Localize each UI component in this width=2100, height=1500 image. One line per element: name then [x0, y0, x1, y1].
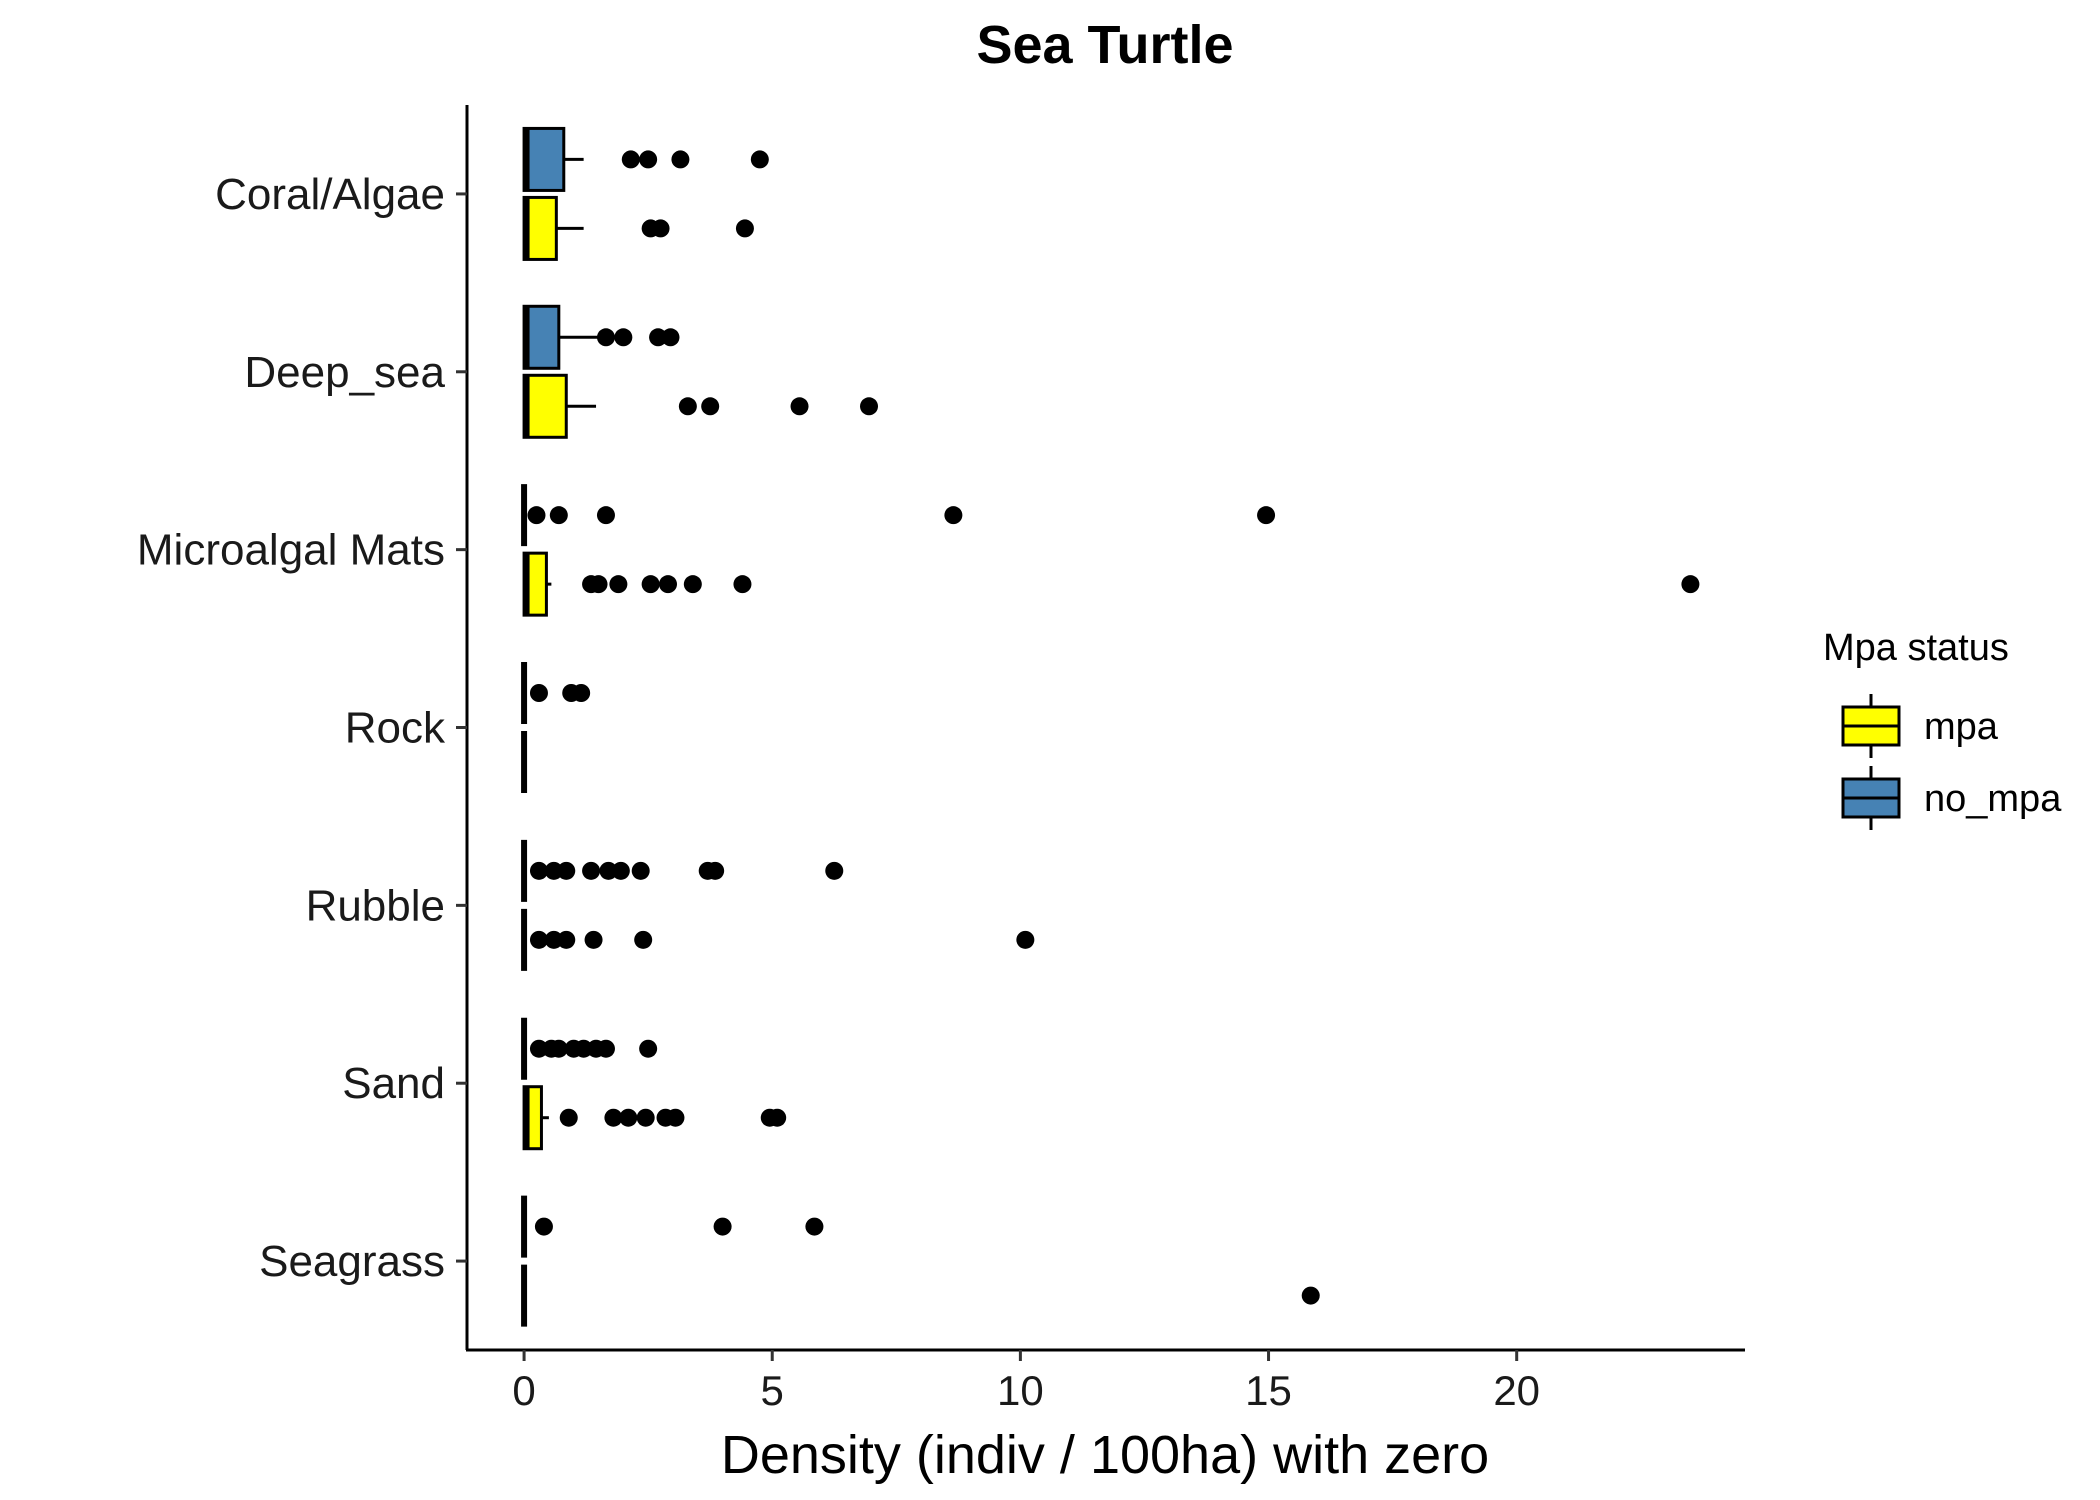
outlier-point [544, 861, 563, 880]
box-mpa-sand [522, 1085, 787, 1151]
x-ticks: 0 5 10 15 20 [512, 1350, 1540, 1414]
box-no_mpa-rock [521, 662, 591, 724]
y-tick-label: Deep_sea [244, 348, 445, 397]
outlier-point [621, 150, 640, 169]
y-tick-label: Seagrass [259, 1237, 445, 1286]
legend-label: no_mpa [1924, 778, 2062, 820]
outlier-point [706, 861, 725, 880]
outlier-point [713, 1217, 732, 1236]
x-tick-label: 15 [1245, 1367, 1292, 1414]
plot-area [521, 126, 1700, 1327]
legend-label: mpa [1924, 706, 1999, 748]
outlier-point [604, 1108, 623, 1127]
legend: Mpa status mpa no_mpa [1823, 627, 2062, 830]
y-tick-label: Coral/Algae [215, 170, 445, 219]
outlier-point [701, 397, 720, 416]
box-mpa-microalgal-mats [522, 551, 1700, 617]
outlier-point [559, 1108, 578, 1127]
outlier-point [651, 219, 670, 238]
y-tick-label: Microalgal Mats [137, 526, 445, 575]
outlier-point [1257, 506, 1276, 525]
outlier-point [527, 506, 546, 525]
box-no_mpa-microalgal-mats [521, 484, 1276, 547]
box-no_mpa-seagrass [521, 1195, 824, 1258]
outlier-point [666, 1108, 685, 1127]
y-tick-label: Sand [342, 1059, 445, 1108]
box-no_mpa-sand [521, 1017, 658, 1080]
outlier-point [549, 1039, 568, 1058]
outlier-point [639, 1039, 658, 1058]
outlier-point [572, 684, 591, 702]
box-no_mpa-coral-algae [522, 126, 769, 192]
outlier-point [544, 930, 563, 949]
outlier-point [1301, 1286, 1320, 1305]
outlier-point [768, 1108, 787, 1127]
outlier-point [825, 861, 844, 880]
outlier-point [639, 150, 658, 169]
outlier-point [671, 150, 690, 169]
chart-title: Sea Turtle [976, 15, 1233, 75]
x-tick-label: 10 [997, 1367, 1044, 1414]
outlier-point [649, 328, 668, 347]
outlier-point [596, 1039, 615, 1058]
x-tick-label: 20 [1493, 1367, 1540, 1414]
outlier-point [860, 397, 879, 416]
outlier-point [631, 861, 650, 880]
outlier-point [678, 397, 697, 416]
outlier-point [599, 861, 618, 880]
y-tick-label: Rock [345, 704, 446, 753]
outlier-point [805, 1217, 824, 1236]
box-no_mpa-rubble [521, 839, 844, 902]
outlier-point [634, 930, 653, 949]
box-no_mpa-deep-sea [522, 304, 680, 370]
x-tick-label: 0 [512, 1367, 535, 1414]
x-axis-label: Density (indiv / 100ha) with zero [721, 1425, 1489, 1485]
x-tick-label: 5 [761, 1367, 784, 1414]
outlier-point [596, 328, 615, 347]
outlier-point [636, 1108, 655, 1127]
outlier-point [574, 1039, 593, 1058]
legend-title: Mpa status [1823, 627, 2009, 669]
outlier-point [529, 861, 548, 880]
legend-entry-no-mpa: no_mpa [1841, 766, 2062, 830]
box-rect [522, 373, 568, 439]
y-ticks: Coral/Algae Deep_sea Microalgal Mats Rock Ru… [137, 170, 467, 1286]
outlier-point [529, 930, 548, 949]
box-mpa-rubble [521, 908, 1035, 971]
outlier-point [614, 328, 633, 347]
outlier-point [659, 575, 678, 594]
outlier-point [529, 684, 548, 702]
outlier-point [596, 506, 615, 525]
y-tick-label: Rubble [306, 881, 445, 930]
outlier-point [534, 1217, 553, 1236]
box-rect [522, 126, 566, 192]
outlier-point [661, 328, 680, 347]
outlier-point [619, 1108, 638, 1127]
outlier-point [582, 861, 601, 880]
outlier-point [557, 861, 576, 880]
outlier-point [609, 575, 628, 594]
outlier-point [683, 575, 702, 594]
outlier-point [557, 930, 576, 949]
outlier-point [750, 150, 769, 169]
legend-entries: mpa no_mpa [1841, 694, 2062, 830]
outlier-point [589, 575, 608, 594]
outlier-point [611, 861, 630, 880]
outlier-point [549, 506, 568, 525]
outlier-point [584, 930, 603, 949]
box-mpa-seagrass [521, 1264, 1320, 1327]
outlier-point [529, 1039, 548, 1058]
outlier-point [1681, 575, 1700, 594]
box-mpa-coral-algae [522, 195, 754, 261]
outlier-point [790, 397, 809, 416]
box-mpa-deep-sea [522, 373, 879, 439]
outlier-point [733, 575, 752, 594]
outlier-point [735, 219, 754, 238]
outlier-point [944, 506, 963, 525]
outlier-point [641, 575, 660, 594]
outlier-point [1016, 930, 1035, 949]
legend-entry-mpa: mpa [1841, 694, 1999, 758]
